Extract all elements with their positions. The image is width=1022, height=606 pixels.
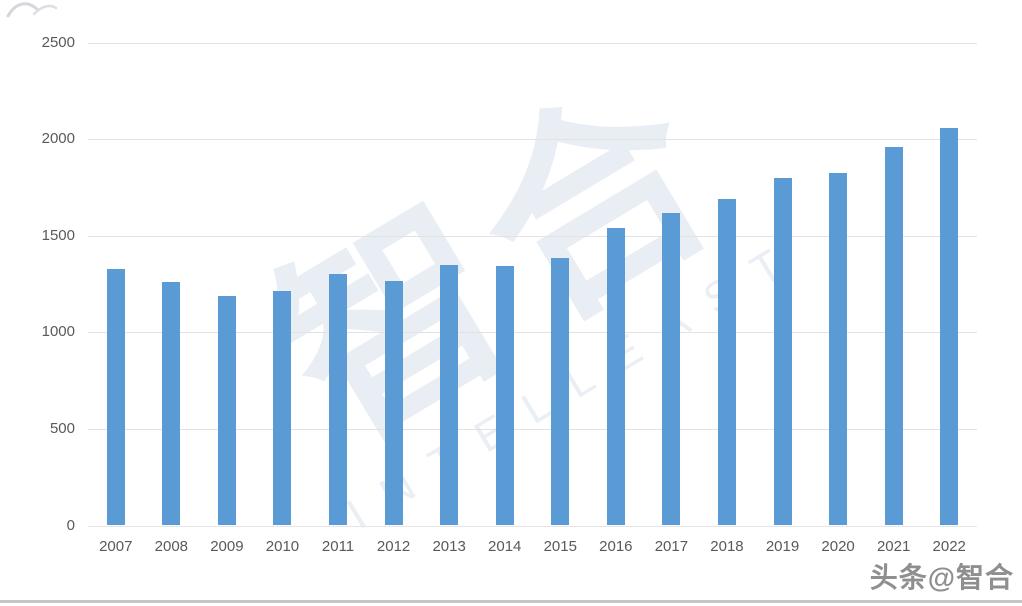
bar-2015	[551, 257, 570, 526]
x-axis-label-2011: 2011	[321, 538, 355, 555]
x-axis-label-2010: 2010	[265, 538, 300, 555]
x-axis-label-2017: 2017	[654, 538, 689, 555]
x-axis-label-2007: 2007	[99, 538, 133, 555]
watermark-squiggle-icon	[6, 2, 58, 18]
bar-2020	[829, 172, 848, 526]
y-axis-label-1500: 1500	[41, 226, 75, 244]
bar-2021	[884, 146, 903, 526]
gridline-1000	[88, 332, 977, 334]
bar-2009	[217, 295, 236, 526]
y-axis-label-1000: 1000	[41, 323, 75, 341]
bar-2010	[273, 290, 292, 526]
credit-watermark: 头条@智合	[869, 562, 1014, 593]
bar-2008	[162, 282, 181, 526]
gridline-0	[88, 525, 977, 527]
bar-2019	[773, 177, 792, 526]
y-axis-label-500: 500	[49, 419, 75, 437]
bar-2011	[329, 274, 348, 526]
y-axis-label-2500: 2500	[41, 33, 75, 51]
y-axis-label-2000: 2000	[41, 130, 75, 148]
bar-2007	[106, 268, 125, 526]
gridline-500	[88, 428, 977, 430]
x-axis-label-2008: 2008	[154, 538, 189, 555]
x-axis-label-2015: 2015	[543, 538, 577, 555]
x-axis-label-2016: 2016	[599, 538, 633, 555]
bar-2017	[662, 212, 681, 526]
y-axis-label-0: 0	[66, 516, 75, 534]
bottom-divider	[0, 600, 1022, 603]
bar-2018	[717, 198, 736, 526]
bar-2013	[440, 264, 459, 526]
x-axis-label-2021: 2021	[876, 538, 911, 555]
x-axis-label-2009: 2009	[210, 538, 244, 555]
bar-2014	[495, 265, 514, 526]
x-axis-label-2014: 2014	[488, 538, 522, 555]
gridline-2000	[88, 139, 977, 141]
x-axis-label-2020: 2020	[821, 538, 855, 555]
gridline-2500	[88, 42, 977, 44]
x-axis-label-2018: 2018	[710, 538, 744, 555]
bar-2016	[606, 227, 625, 526]
x-axis-label-2012: 2012	[376, 538, 411, 555]
gridline-1500	[88, 235, 977, 237]
bar-2022	[940, 128, 959, 526]
x-axis-label-2019: 2019	[765, 538, 800, 555]
x-axis-label-2013: 2013	[432, 538, 466, 555]
x-axis-label-2022: 2022	[932, 538, 966, 555]
bar-2012	[384, 281, 403, 526]
